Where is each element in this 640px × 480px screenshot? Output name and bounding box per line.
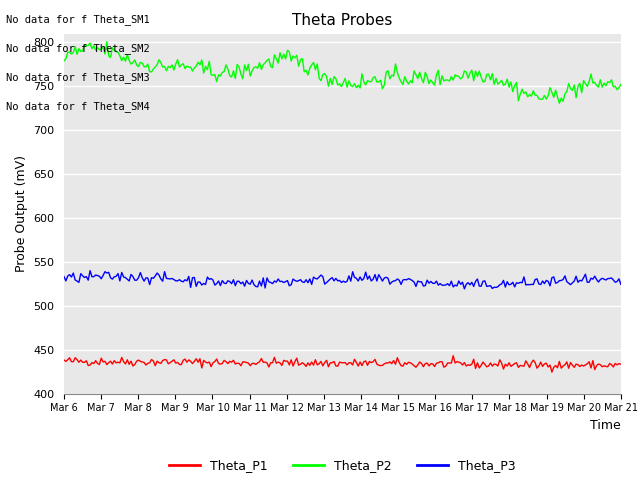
Line: Theta_P3: Theta_P3 [64,271,621,289]
Theta_P1 [390,358,397,363]
Theta_P1 [401,360,408,366]
Theta_P3 [533,276,541,282]
Theta_P1 [60,357,68,363]
Text: No data for f Theta_SM3: No data for f Theta_SM3 [6,72,150,83]
Theta_P1 [568,362,576,368]
Theta_P3 [62,278,70,284]
Theta_P1 [548,369,556,375]
Theta_P2 [556,100,563,106]
Theta_P3 [60,274,68,279]
Theta_P2 [394,70,401,75]
Theta_P3 [617,281,625,287]
Text: No data for f Theta_SM4: No data for f Theta_SM4 [6,101,150,112]
Theta_P2 [403,78,410,84]
Theta_P2 [531,93,539,98]
Text: No data for f Theta_SM1: No data for f Theta_SM1 [6,14,150,25]
Title: Theta Probes: Theta Probes [292,13,392,28]
Theta_P2 [568,87,576,93]
Theta_P2 [62,56,70,62]
Theta_P2 [392,61,399,67]
Line: Theta_P1: Theta_P1 [64,356,621,372]
Theta_P3 [392,278,399,284]
Theta_P1 [62,359,70,364]
Theta_P3 [568,280,576,286]
X-axis label: Time: Time [590,419,621,432]
Legend: Theta_P1, Theta_P2, Theta_P3: Theta_P1, Theta_P2, Theta_P3 [164,455,521,477]
Theta_P3 [403,277,410,283]
Theta_P1 [392,361,399,367]
Theta_P3 [461,286,468,292]
Theta_P1 [617,361,625,367]
Text: No data for f Theta_SM2: No data for f Theta_SM2 [6,43,150,54]
Theta_P2 [60,58,68,64]
Theta_P3 [394,276,401,282]
Line: Theta_P2: Theta_P2 [64,42,621,103]
Theta_P2 [617,82,625,87]
Theta_P3 [86,268,94,274]
Theta_P1 [531,360,539,365]
Theta_P2 [103,39,111,45]
Theta_P1 [449,353,457,359]
Y-axis label: Probe Output (mV): Probe Output (mV) [15,155,28,272]
